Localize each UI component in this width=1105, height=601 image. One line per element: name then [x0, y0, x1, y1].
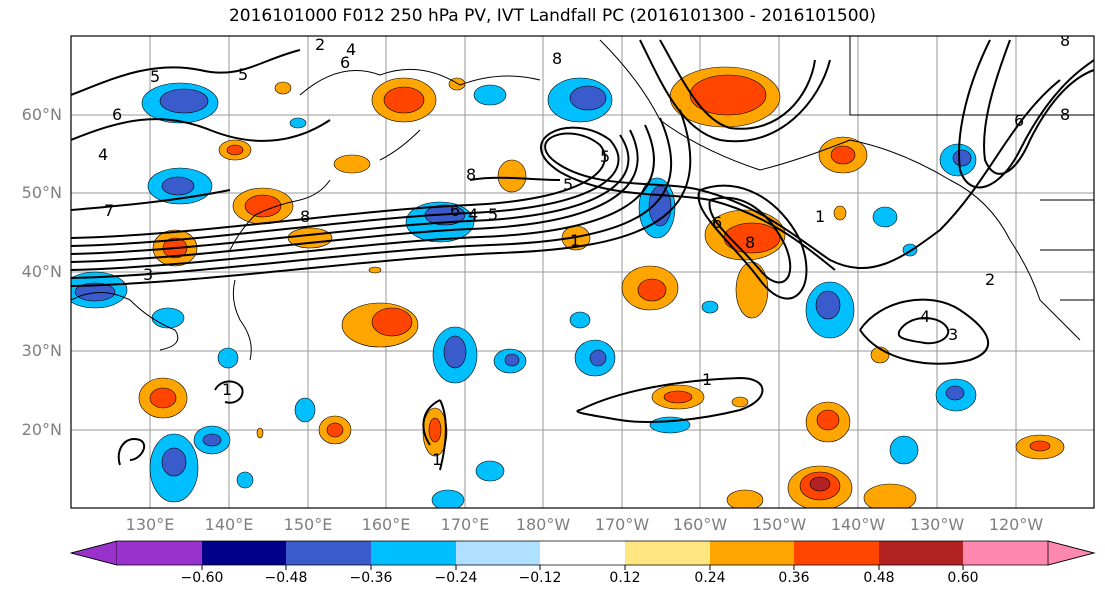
coastlines	[71, 36, 1094, 361]
colorbar-tick-label: −0.48	[264, 570, 308, 586]
contour-label: 1	[815, 207, 825, 226]
contour-label: 2	[985, 270, 995, 289]
contour-label: 6	[712, 213, 722, 232]
contour-label: 1	[432, 450, 442, 469]
contour-label: 3	[948, 325, 958, 344]
contour-label: 2	[315, 35, 325, 54]
contour-label: 1	[222, 380, 232, 399]
contour-label: 8	[1060, 105, 1070, 124]
colorbar-tick-label: 0.48	[863, 570, 895, 586]
colorbar	[69, 540, 1096, 570]
lon-label: 150°W	[751, 515, 807, 534]
contour-label: 1	[570, 231, 580, 250]
lat-label: 40°N	[21, 262, 62, 281]
contour-label: 8	[745, 233, 755, 252]
colorbar-tick-label: 0.24	[694, 570, 726, 586]
colorbar-tick-label: −0.60	[180, 570, 224, 586]
colorbar-tick-label: 0.60	[947, 570, 979, 586]
figure-title: 2016101000 F012 250 hPa PV, IVT Landfall…	[228, 6, 876, 26]
contour-label: 7	[104, 201, 114, 220]
contour-label: 5	[488, 205, 498, 224]
contour-label: 4	[346, 40, 356, 59]
lat-label: 60°N	[21, 105, 62, 124]
contour-label: 5	[600, 147, 610, 166]
lon-label: 160°W	[672, 515, 728, 534]
contour-labels: 2 4 5 5 6 7 8 8 8 5 5 6 6 4 5 8 1 3 6 8 …	[98, 31, 1070, 469]
contour-label: 4	[920, 307, 930, 326]
lon-label: 150°E	[283, 515, 333, 534]
colorbar-tick-label: −0.36	[349, 570, 393, 586]
contour-label: 5	[150, 67, 160, 86]
colorbar-tick-label: 0.36	[778, 570, 810, 586]
lon-label: 170°E	[440, 515, 490, 534]
contour-label: 5	[563, 175, 573, 194]
colorbar-tick-label: −0.12	[518, 570, 562, 586]
lon-label: 130°W	[909, 515, 965, 534]
lat-label: 30°N	[21, 341, 62, 360]
contour-label: 8	[300, 207, 310, 226]
ivt-contours	[71, 39, 1094, 471]
contour-label: 4	[98, 145, 108, 164]
colorbar-extend-max	[1047, 540, 1096, 566]
lon-label: 140°E	[204, 515, 254, 534]
contour-label: 6	[112, 105, 122, 124]
contour-label: 8	[1060, 31, 1070, 50]
contour-label: 6	[450, 201, 460, 220]
colorbar-tick-label: 0.12	[609, 570, 641, 586]
lon-label: 140°W	[830, 515, 886, 534]
colorbar-tick-label: −0.24	[434, 570, 478, 586]
colorbar-extend-min	[69, 540, 118, 566]
contour-label: 8	[552, 49, 562, 68]
contour-label: 8	[466, 165, 476, 184]
lon-label: 180°W	[515, 515, 571, 534]
lat-label: 20°N	[21, 420, 62, 439]
lon-label: 160°E	[361, 515, 411, 534]
lon-label: 170°W	[594, 515, 650, 534]
contour-label: 6	[1014, 111, 1024, 130]
contour-label: 4	[468, 205, 478, 224]
contour-label: 3	[143, 265, 153, 284]
contour-label: 6	[340, 53, 350, 72]
map-border	[70, 35, 1095, 509]
lat-label: 50°N	[21, 183, 62, 202]
contour-label: 1	[702, 370, 712, 389]
lon-label: 120°W	[988, 515, 1044, 534]
lon-label: 130°E	[125, 515, 175, 534]
contour-label: 5	[238, 65, 248, 84]
